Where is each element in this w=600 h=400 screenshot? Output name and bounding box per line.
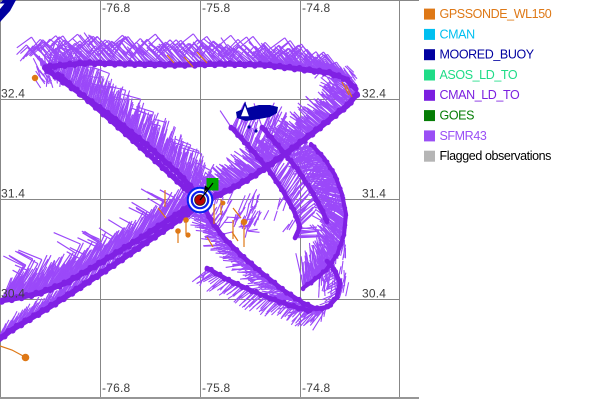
svg-text:32.4: 32.4 [1,87,25,101]
svg-text:GPSSONDE_WL150: GPSSONDE_WL150 [440,7,552,21]
svg-text:-76.8: -76.8 [102,1,130,15]
svg-text:SFMR43: SFMR43 [440,129,487,143]
svg-text:GOES: GOES [440,109,475,123]
svg-text:30.4: 30.4 [1,287,25,301]
svg-text:Flagged observations: Flagged observations [440,149,552,163]
svg-text:-75.8: -75.8 [202,1,230,15]
svg-text:ASOS_LD_TO: ASOS_LD_TO [440,68,518,82]
svg-text:-75.8: -75.8 [202,381,230,395]
svg-text:-74.8: -74.8 [302,1,330,15]
svg-text:MOORED_BUOY: MOORED_BUOY [440,48,535,62]
svg-text:30.4: 30.4 [362,287,386,301]
svg-text:CMAN: CMAN [440,27,476,41]
svg-text:32.4: 32.4 [362,87,386,101]
svg-text:-74.8: -74.8 [302,381,330,395]
svg-text:31.4: 31.4 [1,187,25,201]
svg-text:CMAN_LD_TO: CMAN_LD_TO [440,88,520,102]
svg-text:-76.8: -76.8 [102,381,130,395]
svg-text:31.4: 31.4 [362,187,386,201]
